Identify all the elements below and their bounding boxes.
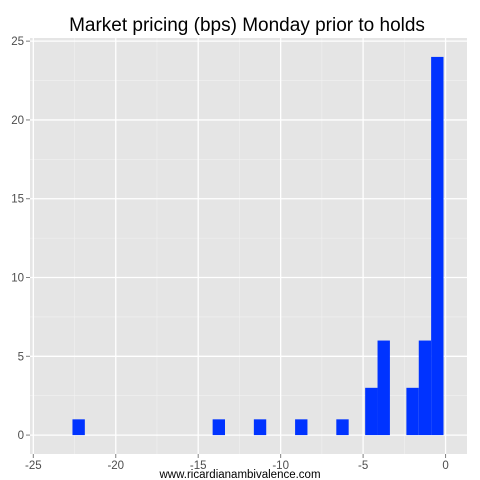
minor-gridlines: [30, 38, 467, 454]
histogram-bar: [365, 387, 378, 436]
histogram-bar: [253, 419, 267, 436]
y-tick-label: 0: [18, 430, 24, 442]
y-tick-label: 20: [11, 115, 24, 127]
histogram-bar: [336, 419, 349, 436]
histogram-bar: [212, 419, 226, 436]
histogram-bar: [431, 56, 444, 436]
histogram-bar: [406, 387, 419, 436]
y-tick-label: 15: [11, 194, 24, 206]
major-gridlines: [30, 38, 467, 454]
x-tick-label: -20: [107, 460, 124, 472]
histogram-bar: [418, 340, 432, 436]
bars: [72, 56, 444, 436]
histogram-bar: [377, 340, 390, 436]
x-axis: -25 -20 -15 -10 -5 0: [25, 454, 449, 472]
chart-title: Market pricing (bps) Monday prior to hol…: [69, 15, 425, 36]
histogram-bar: [72, 419, 85, 436]
plot-panel: [30, 38, 467, 454]
y-axis: 0 5 10 15 20 25: [11, 36, 30, 442]
y-tick-label: 25: [11, 36, 24, 48]
x-tick-label: -10: [272, 460, 289, 472]
y-tick-label: 10: [11, 273, 24, 285]
x-tick-label: -5: [358, 460, 368, 472]
y-tick-label: 5: [18, 351, 24, 363]
x-tick-label: 0: [442, 460, 448, 472]
histogram-bar: [295, 419, 308, 436]
x-tick-label: -15: [190, 460, 207, 472]
x-axis-caption: www.ricardianambivalence.com: [158, 469, 320, 480]
x-tick-label: -25: [25, 460, 42, 472]
